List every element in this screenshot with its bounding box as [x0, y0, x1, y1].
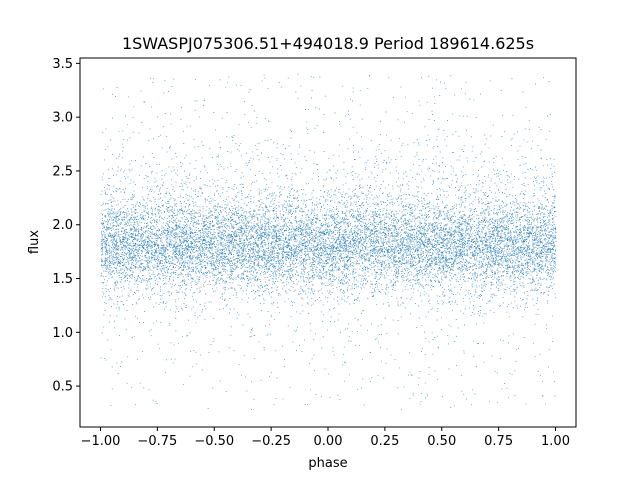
y-tick-label: 0.5 — [52, 380, 73, 395]
x-tick-label: 0.25 — [370, 434, 399, 449]
data-point-group — [101, 79, 557, 401]
chart-title: 1SWASPJ075306.51+494018.9 Period 189614.… — [122, 34, 534, 53]
x-tick-label: −0.75 — [137, 434, 177, 449]
y-tick-label: 1.5 — [52, 272, 73, 287]
data-point-group — [100, 75, 557, 410]
y-tick-label: 2.5 — [52, 164, 73, 179]
data-point-group — [100, 76, 557, 406]
data-point-group — [100, 75, 557, 407]
data-point-group — [100, 86, 555, 405]
y-tick-label: 1.0 — [52, 326, 73, 341]
y-tick-label: 3.5 — [52, 57, 73, 72]
y-tick-label: 3.0 — [52, 111, 73, 126]
x-tick-label: −1.00 — [81, 434, 121, 449]
x-axis-title: phase — [308, 456, 347, 471]
y-axis-title: flux — [27, 230, 42, 254]
x-tick-label: −0.50 — [194, 434, 234, 449]
x-axis: −1.00 −0.75 −0.50 −0.25 0.00 0.25 0.50 0.75 1.00 — [81, 427, 570, 449]
data-point-group — [100, 87, 556, 403]
y-tick-label: 2.0 — [52, 218, 73, 233]
x-tick-label: 0.00 — [314, 434, 343, 449]
x-tick-label: −0.25 — [251, 434, 291, 449]
data-point-group — [101, 75, 557, 410]
x-tick-label: 1.00 — [541, 434, 570, 449]
data-point-group — [100, 73, 556, 409]
x-tick-label: 0.75 — [484, 434, 513, 449]
y-axis: 0.5 1.0 1.5 2.0 2.5 3.0 3.5 — [52, 57, 80, 395]
data-point-group — [100, 77, 556, 405]
x-tick-label: 0.50 — [427, 434, 456, 449]
scatter-points — [100, 73, 557, 410]
